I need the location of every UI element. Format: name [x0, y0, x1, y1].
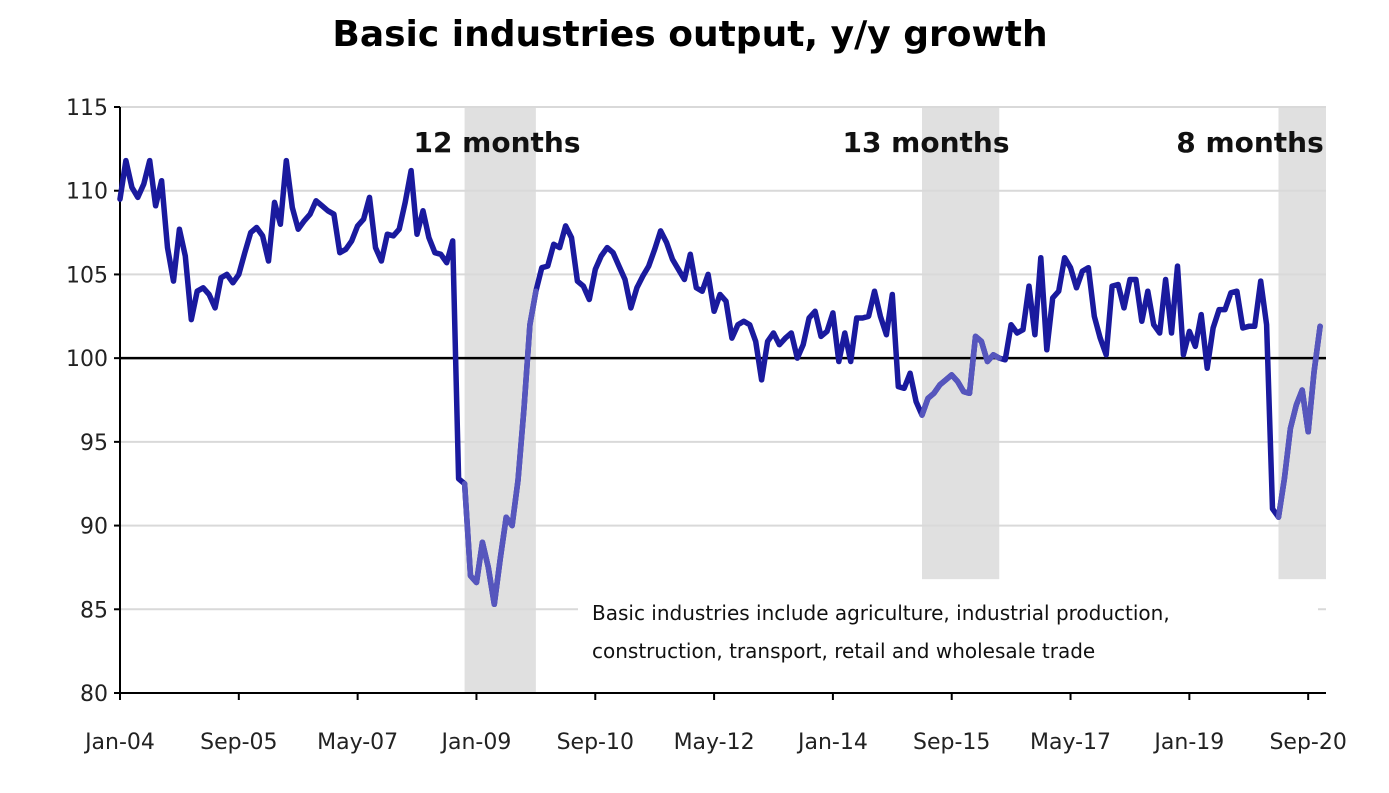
x-tick-label: Sep-05 — [200, 730, 277, 755]
chart-title: Basic industries output, y/y growth — [332, 14, 1047, 55]
period-labels: 12 months 13 months 8 months — [413, 126, 1323, 159]
x-tick-label: Jan-19 — [1152, 730, 1224, 755]
series-segment-recession-3 — [1275, 323, 1323, 520]
period-label-3: 8 months — [1176, 126, 1324, 159]
y-tick-label: 90 — [80, 515, 108, 540]
x-tick-label: Sep-15 — [913, 730, 990, 755]
x-tick-label: Sep-10 — [557, 730, 634, 755]
x-tick-label: Sep-20 — [1269, 730, 1346, 755]
recession-shade-2 — [922, 107, 1000, 580]
x-tick-label: Jan-14 — [796, 730, 868, 755]
period-label-1: 12 months — [413, 126, 580, 159]
series-line-1 — [117, 157, 1323, 608]
y-tick-label: 80 — [80, 682, 108, 707]
series-segment-recession-1 — [461, 288, 539, 608]
y-tick-label: 85 — [80, 598, 108, 623]
x-tick-label: May-07 — [317, 730, 398, 755]
period-label-2: 13 months — [842, 126, 1009, 159]
x-tick-label: May-17 — [1030, 730, 1111, 755]
y-tick-label: 110 — [66, 180, 108, 205]
note-line-1: Basic industries include agriculture, in… — [592, 601, 1170, 625]
x-axis-labels: Jan-04 Sep-05 May-07 Jan-09 Sep-10 May-12 Jan-… — [83, 730, 1347, 755]
y-axis-labels: 80 85 90 95 100 105 110 115 — [66, 96, 108, 707]
series-segment-recession-2 — [919, 333, 1003, 418]
x-tick-label: Jan-04 — [83, 730, 155, 755]
note-line-2: construction, transport, retail and whol… — [592, 639, 1095, 663]
y-tick-label: 115 — [66, 96, 108, 121]
series-line — [117, 157, 1323, 608]
axes — [114, 106, 1326, 700]
x-tick-label: Jan-09 — [440, 730, 512, 755]
note-box — [578, 584, 1318, 676]
x-tick-label: May-12 — [674, 730, 755, 755]
chart-note: Basic industries include agriculture, in… — [578, 584, 1318, 676]
y-tick-label: 105 — [66, 263, 108, 288]
y-tick-label: 100 — [66, 347, 108, 372]
y-tick-label: 95 — [80, 431, 108, 456]
